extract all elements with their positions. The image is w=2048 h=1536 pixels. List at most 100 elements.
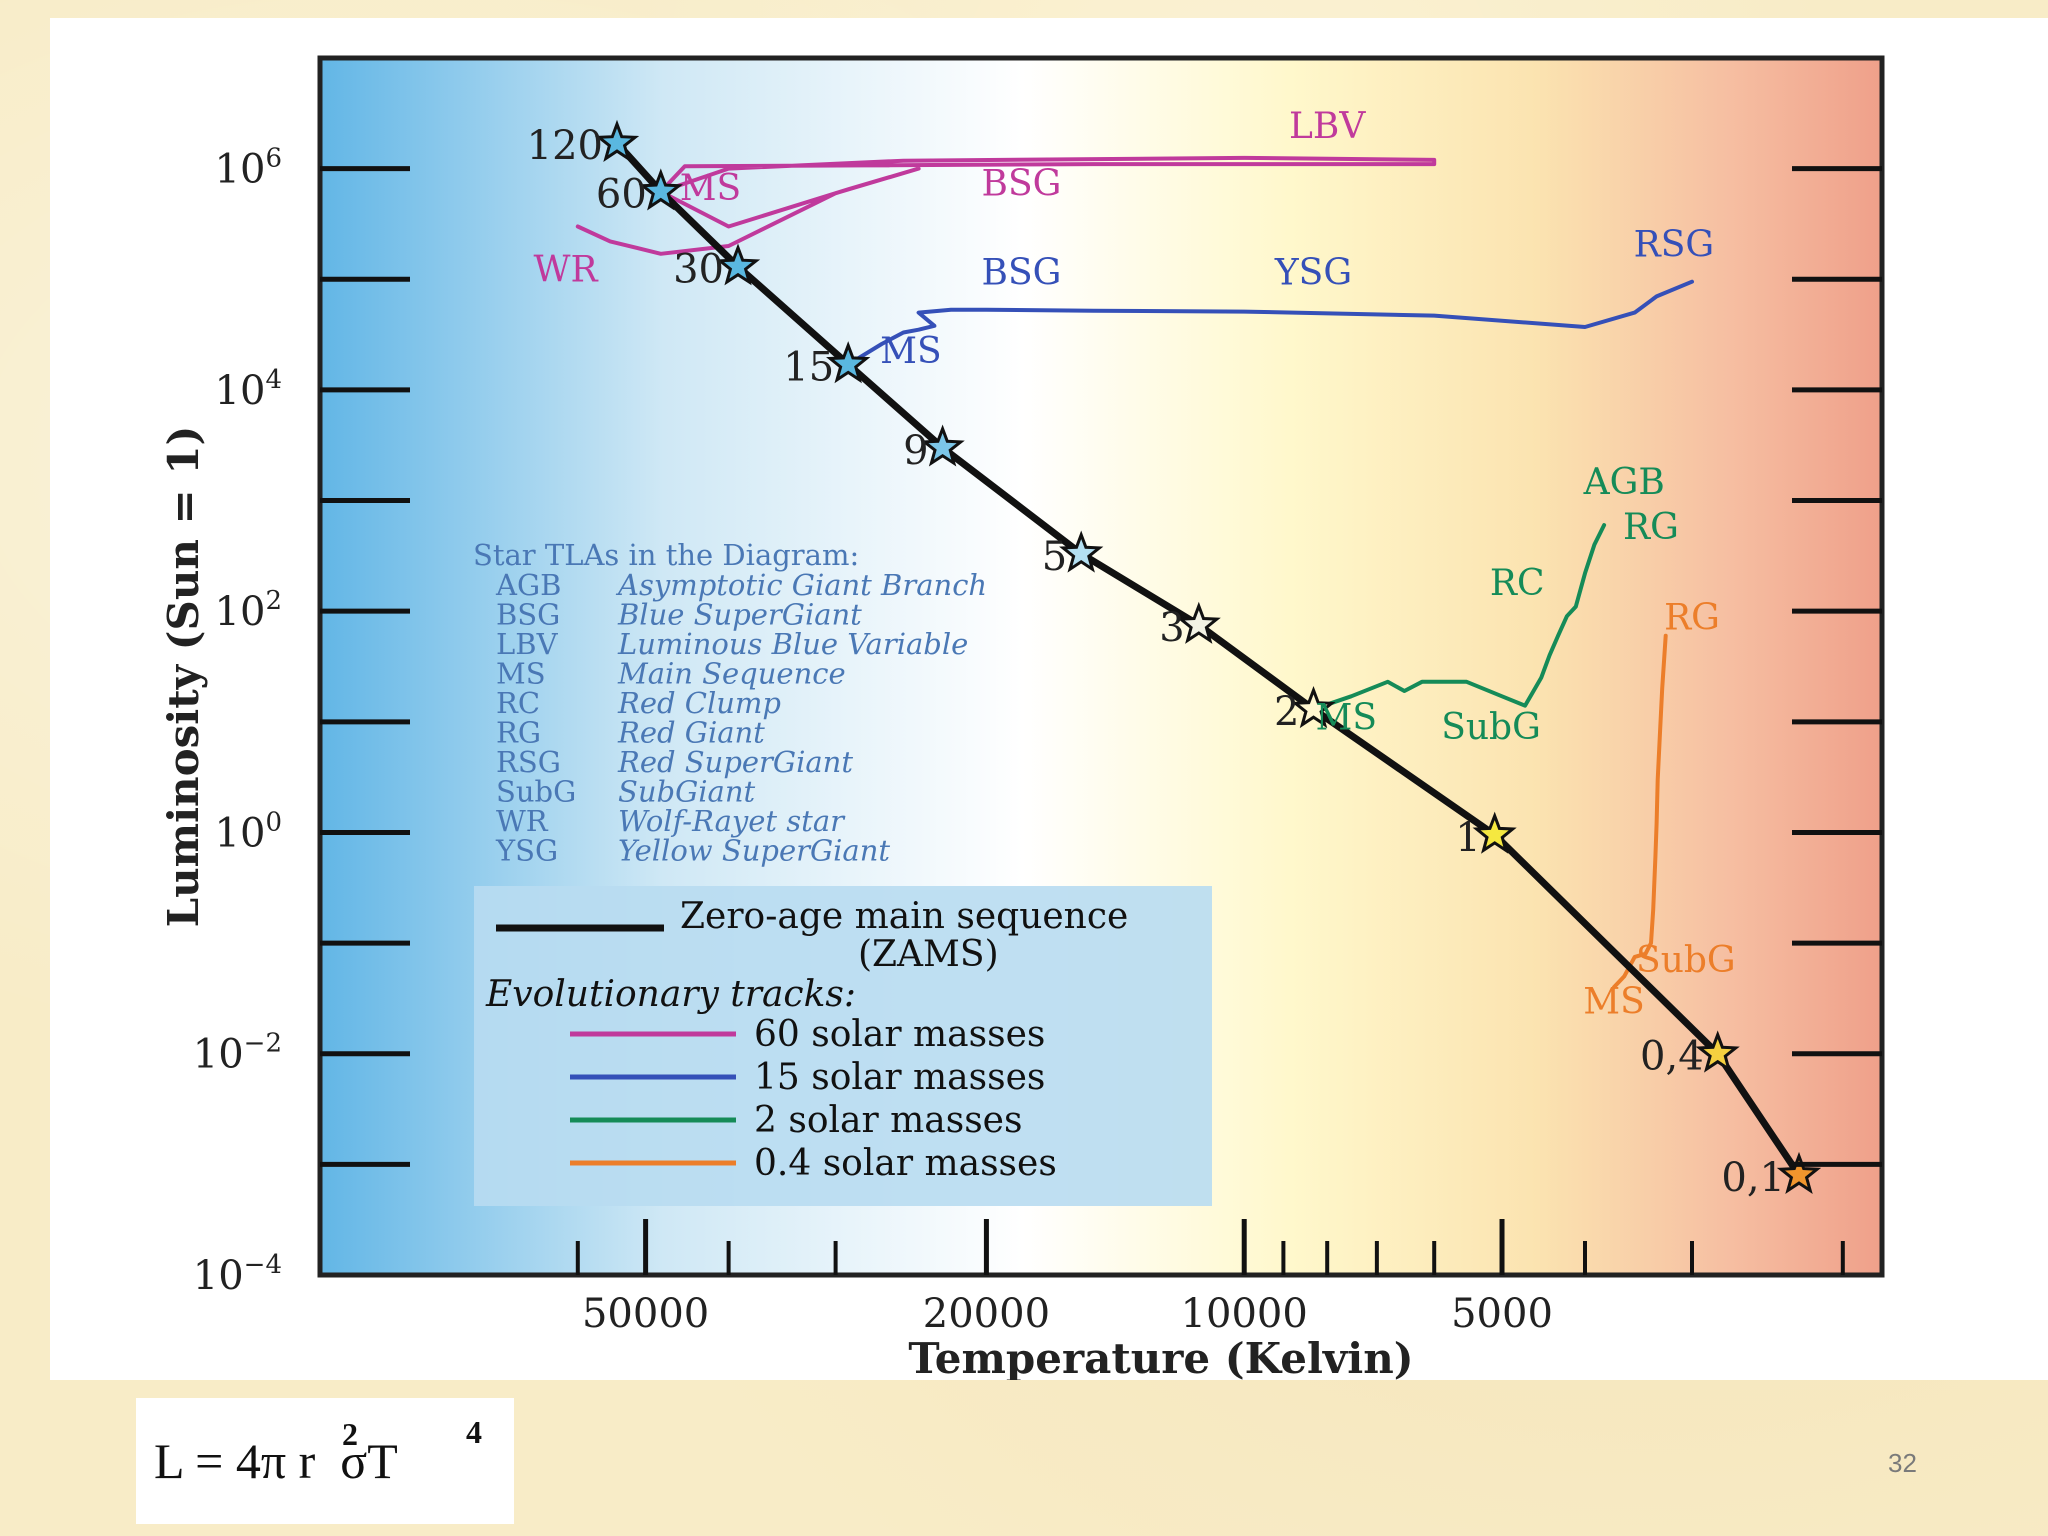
page-number: 32 [1888,1448,1917,1478]
y-tick-exponent: −2 [244,1029,282,1059]
zams-star-1 [1472,811,1517,854]
x-axis-label: Temperature (Kelvin) [908,1334,1413,1380]
mass-label-0-1: 0,1 [1721,1155,1785,1201]
track-label-rsg: RSG [1634,225,1715,266]
x-tick-label: 20000 [923,1291,1050,1337]
zams-star-2 [1291,685,1336,729]
abbr-rg: RG [496,716,541,750]
track-label-wr: WR [534,250,599,291]
x-tick-label: 50000 [582,1291,709,1337]
y-tick-base: 10 [215,810,266,856]
track-label-ysg: YSG [1274,252,1352,293]
zams-star-0-1 [1776,1151,1822,1194]
abbr-wr: WR [496,804,549,838]
abbr-rc: RC [496,686,540,720]
y-tick-base: 10 [215,368,266,414]
zams-star-15 [826,341,871,384]
legend-zams-label-abbr: (ZAMS) [858,934,999,975]
formula-text: L = 4π r σT [154,1433,398,1489]
track-label-subg: SubG [1441,707,1541,748]
mass-label-9: 9 [903,428,928,474]
track-label-ms: MS [1583,982,1645,1023]
abbr-rsg: RSG [496,745,561,779]
track-15-solar-masses [846,279,1694,367]
mass-label-120: 120 [527,123,603,169]
track-label-lbv: LBV [1289,106,1366,147]
track-label-bsg: BSG [982,164,1062,205]
y-tick-label: 10−2 [193,1029,282,1078]
y-tick-exponent: 2 [265,586,282,616]
abbr-desc-rg: Red Giant [617,716,765,750]
y-tick-base: 10 [193,1032,244,1078]
zams-star-9 [920,424,965,467]
abbr-desc-lbv: Luminous Blue Variable [617,627,968,661]
zams-star-30 [715,243,761,286]
zams-star-5 [1059,530,1104,573]
mass-label-15: 15 [783,344,834,390]
abbr-desc-rc: Red Clump [617,686,781,720]
legend-label-15-solar-masses: 15 solar masses [754,1057,1045,1098]
legend-tracks-title: Evolutionary tracks: [485,974,856,1015]
zams-star-120 [594,119,640,162]
abbr-subg: SubG [496,775,576,809]
zams-star-60 [638,168,683,211]
y-tick-base: 10 [215,147,266,193]
luminosity-formula: L = 4π r σT [136,1398,514,1524]
y-tick-exponent: 4 [265,365,282,395]
track-label-agb: AGB [1583,462,1665,503]
abbr-desc-ms: Main Sequence [617,657,846,691]
abbr-desc-ysg: Yellow SuperGiant [618,834,890,868]
plot-frame [317,55,1885,1278]
y-tick-label: 106 [215,144,282,193]
abbr-desc-rsg: Red SuperGiant [617,745,853,779]
hr-diagram-figure: 120 60 30 15 9 5 3 2 1 0,4 0,1 LBV MS BSG WR BSG YSG RSG… [50,18,2048,1380]
x-tick-label: 5000 [1451,1291,1553,1337]
abbr-desc-subg: SubGiant [618,775,756,809]
track-2-solar-masses [1311,523,1607,712]
y-tick-exponent: 0 [265,807,282,837]
mass-label-5: 5 [1042,534,1067,580]
y-tick-exponent: 6 [265,144,282,174]
track-label-ms: MS [1316,698,1378,739]
abbr-desc-wr: Wolf-Rayet star [618,804,846,838]
y-tick-base: 10 [193,1253,244,1299]
abbr-ysg: YSG [495,834,558,868]
track-label-rg: RG [1664,598,1720,639]
track-label-rc: RC [1490,563,1545,604]
y-tick-exponent: −4 [244,1250,282,1280]
track-label-ms: MS [680,168,742,209]
abbr-bsg: BSG [496,598,560,632]
legend-box [474,886,1212,1206]
mass-label-1: 1 [1455,815,1480,861]
legend-label-2-solar-masses: 2 solar masses [754,1100,1022,1141]
zams-star-3 [1176,601,1221,644]
mass-label-30: 30 [673,247,724,293]
y-tick-label: 104 [215,365,282,414]
track-0-4-solar-masses [1612,633,1668,990]
track-label-bsg: BSG [982,252,1062,293]
abbr-agb: AGB [495,568,561,602]
legend-zams-label: Zero-age main sequence [680,896,1128,937]
legend-label-0-4-solar-masses: 0.4 solar masses [754,1143,1057,1184]
abbr-ms: MS [496,657,546,691]
track-label-ms: MS [880,331,942,372]
y-tick-label: 102 [215,586,282,635]
mass-label-0-4: 0,4 [1640,1034,1704,1080]
abbr-desc-agb: Asymptotic Giant Branch [615,568,987,602]
mass-label-2: 2 [1274,689,1299,735]
formula-exponent-t: 4 [466,1414,482,1450]
mass-label-60: 60 [596,172,647,218]
zams-star-0-4 [1695,1030,1740,1073]
formula-exponent-r: 2 [342,1416,358,1452]
legend-label-60-solar-masses: 60 solar masses [754,1014,1045,1055]
abbr-lbv: LBV [496,627,559,661]
y-tick-label: 10−4 [193,1250,282,1299]
y-axis-label: Luminosity (Sun = 1) [159,426,208,928]
y-tick-label: 100 [215,807,282,856]
abbreviation-table-title: Star TLAs in the Diagram: [473,538,859,572]
abbr-desc-bsg: Blue SuperGiant [617,598,862,632]
y-tick-base: 10 [215,589,266,635]
track-label-subg: SubG [1636,940,1736,981]
mass-label-3: 3 [1159,605,1184,651]
